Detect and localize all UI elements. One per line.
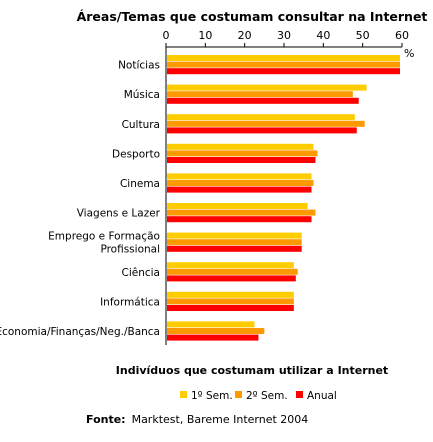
- category-label: Ciência: [122, 267, 161, 279]
- bar: [167, 68, 401, 75]
- category-labels: Notícias Música Cultura Desporto Cinema Viage…: [0, 60, 161, 338]
- bar: [167, 203, 308, 209]
- bar: [167, 268, 298, 275]
- bar: [167, 120, 365, 127]
- bar: [167, 216, 312, 223]
- bar: [167, 157, 316, 163]
- x-tick-label: 30: [277, 29, 291, 42]
- category-label: Economia/Finanças/Neg./Banca: [0, 326, 160, 338]
- bar: [167, 173, 312, 180]
- bar: [167, 245, 302, 252]
- legend: 1º Sem. 2º Sem. Anual: [180, 390, 337, 402]
- legend-label: 2º Sem.: [246, 390, 288, 402]
- bar: [167, 84, 367, 91]
- legend-swatch: [235, 391, 242, 398]
- legend-swatch: [180, 391, 187, 398]
- category-label: Profissional: [100, 244, 160, 256]
- bar: [167, 209, 316, 216]
- legend-label: Anual: [307, 390, 337, 402]
- x-axis: 0 10 20 30 40 50 60: [163, 29, 409, 345]
- x-tick-label: 60: [395, 29, 409, 42]
- bar: [167, 298, 294, 305]
- source-text: Marktest, Bareme Internet 2004: [132, 413, 309, 426]
- bar: [167, 275, 296, 282]
- category-label: Desporto: [112, 148, 160, 160]
- category-label: Cinema: [120, 178, 160, 190]
- bar: [167, 61, 401, 68]
- chart-subtitle: Indivíduos que costumam utilizar a Inter…: [116, 364, 388, 377]
- bar: [167, 232, 302, 239]
- bar: [167, 291, 294, 298]
- category-label: Cultura: [122, 119, 160, 131]
- bar: [167, 328, 265, 334]
- bar: [167, 114, 355, 121]
- bar: [167, 262, 294, 269]
- bar: [167, 143, 314, 150]
- x-tick-label: 50: [356, 29, 370, 42]
- bar: [167, 239, 302, 246]
- category-label: Notícias: [118, 60, 160, 72]
- bar: [167, 321, 255, 328]
- bar: [167, 55, 401, 61]
- category-label: Música: [124, 89, 160, 101]
- x-tick-label: 10: [198, 29, 212, 42]
- category-label: Emprego e Formação: [48, 231, 160, 243]
- x-tick-label: 0: [163, 29, 170, 42]
- bar: [167, 305, 294, 311]
- bar: [167, 186, 312, 193]
- category-label: Informática: [100, 296, 160, 308]
- chart-title: Áreas/Temas que costumam consultar na In…: [77, 9, 428, 24]
- unit-label: %: [404, 47, 414, 60]
- source-label: Fonte:: [86, 413, 126, 426]
- legend-label: 1º Sem.: [191, 390, 233, 402]
- bar: [167, 97, 359, 104]
- x-tick-label: 40: [316, 29, 330, 42]
- bars: [167, 55, 401, 341]
- bar: [167, 127, 357, 134]
- bar: [167, 91, 353, 98]
- category-label: Viagens e Lazer: [77, 208, 161, 220]
- x-tick-label: 20: [238, 29, 252, 42]
- legend-swatch: [296, 391, 303, 398]
- bar: [167, 180, 314, 186]
- bar: [167, 150, 318, 157]
- source-note: Fonte: Marktest, Bareme Internet 2004: [86, 413, 308, 426]
- bar: [167, 334, 259, 341]
